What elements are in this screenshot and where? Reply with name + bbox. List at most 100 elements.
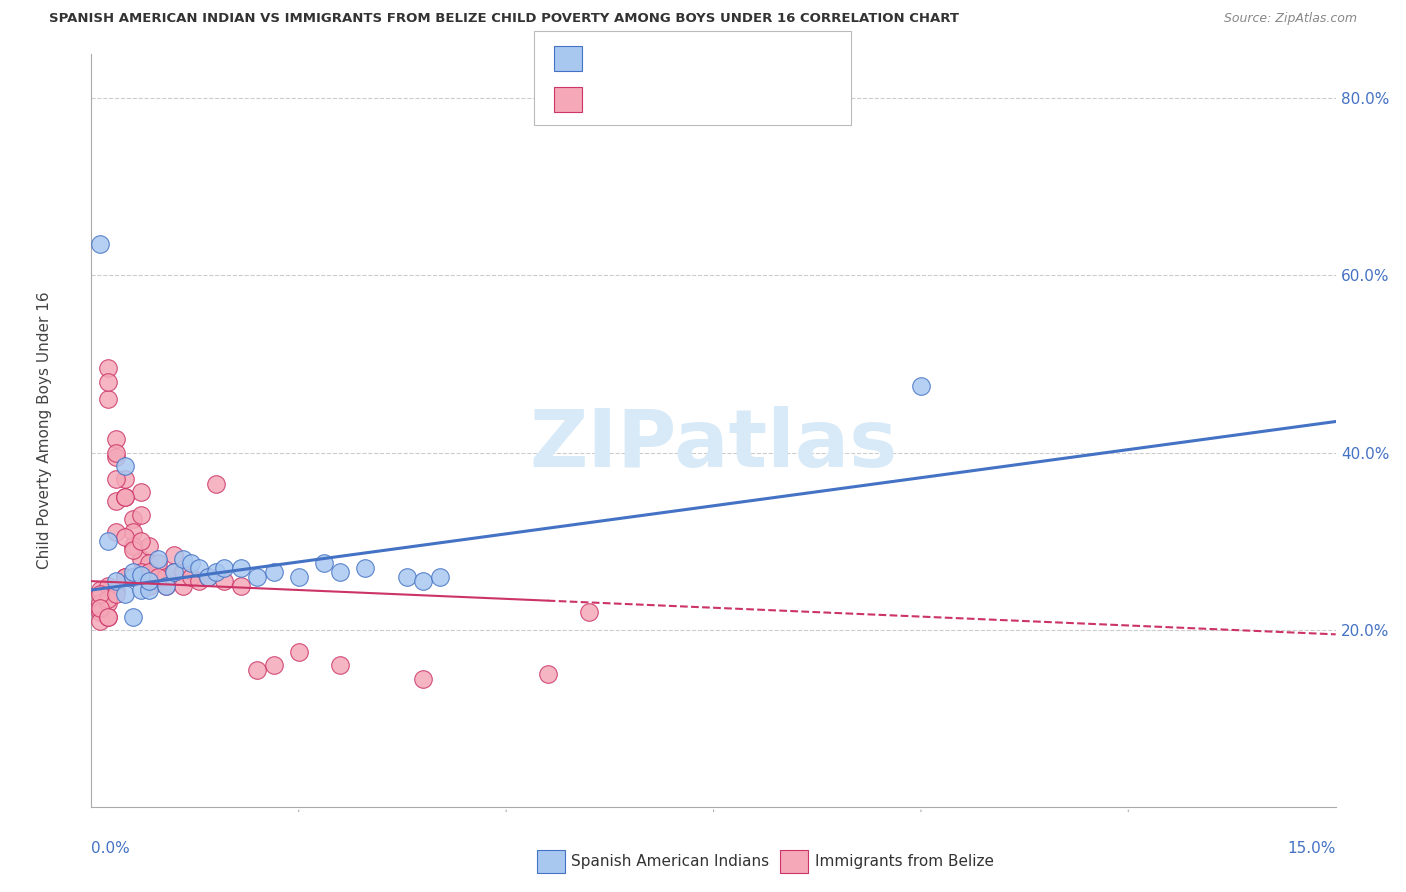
Point (121, 570, 145, 584)
Point (205, 566, 228, 580)
Point (89, 614, 111, 628)
Point (138, 582, 160, 597)
Point (395, 570, 418, 584)
Point (329, 658, 352, 673)
Point (229, 561, 252, 575)
Point (180, 570, 202, 584)
Point (155, 578, 177, 592)
Point (105, 494, 128, 508)
Point (412, 574, 434, 589)
Point (97, 534, 120, 549)
Text: -0.030: -0.030 (626, 92, 681, 106)
Point (89, 237, 111, 252)
Point (121, 566, 145, 580)
Point (114, 570, 136, 584)
Point (188, 574, 211, 589)
Point (172, 566, 194, 580)
Point (246, 570, 269, 584)
Point (97, 609, 120, 624)
Point (114, 458, 136, 473)
Text: N =: N = (686, 92, 716, 106)
Text: 0.0%: 0.0% (91, 841, 131, 856)
Point (105, 525, 128, 540)
Text: 0.290: 0.290 (626, 51, 679, 66)
Point (105, 582, 128, 597)
Point (121, 512, 145, 526)
Point (155, 570, 177, 584)
Point (146, 570, 169, 584)
Point (97, 375, 120, 389)
Point (212, 574, 235, 589)
Text: 32: 32 (724, 51, 745, 66)
Point (146, 552, 169, 566)
Point (89, 600, 111, 615)
Point (246, 663, 269, 677)
Point (114, 472, 136, 486)
Point (89, 582, 111, 597)
Point (536, 667, 558, 681)
Point (89, 605, 111, 619)
Point (180, 557, 202, 571)
Point (121, 609, 145, 624)
Point (114, 490, 136, 504)
Point (129, 582, 152, 597)
Point (138, 578, 160, 592)
Point (329, 566, 352, 580)
Point (97, 609, 120, 624)
Point (121, 570, 145, 584)
Point (121, 539, 145, 553)
Point (138, 566, 160, 580)
Text: Child Poverty Among Boys Under 16: Child Poverty Among Boys Under 16 (37, 292, 52, 569)
Point (114, 530, 136, 544)
Point (172, 552, 194, 566)
Point (263, 658, 285, 673)
Point (205, 476, 228, 491)
Point (146, 557, 169, 571)
Point (197, 570, 219, 584)
Point (105, 587, 128, 601)
Point (97, 578, 120, 592)
Point (312, 557, 335, 571)
Point (263, 566, 285, 580)
Point (114, 587, 136, 601)
Point (229, 578, 252, 592)
Text: Source: ZipAtlas.com: Source: ZipAtlas.com (1223, 12, 1357, 25)
Point (129, 568, 152, 582)
Text: N =: N = (686, 51, 716, 66)
Point (578, 605, 600, 619)
Point (114, 570, 136, 584)
Text: Spanish American Indians: Spanish American Indians (571, 855, 769, 869)
Point (354, 561, 377, 575)
Point (197, 570, 219, 584)
Point (97, 392, 120, 407)
Point (188, 561, 211, 575)
Point (146, 574, 169, 589)
Point (121, 525, 145, 540)
Point (287, 645, 309, 659)
Text: R =: R = (588, 51, 616, 66)
Point (212, 561, 235, 575)
Point (105, 472, 128, 486)
Point (114, 490, 136, 504)
Point (129, 566, 152, 580)
Text: SPANISH AMERICAN INDIAN VS IMMIGRANTS FROM BELIZE CHILD POVERTY AMONG BOYS UNDER: SPANISH AMERICAN INDIAN VS IMMIGRANTS FR… (49, 12, 959, 25)
Point (287, 570, 309, 584)
Text: ZIPatlas: ZIPatlas (530, 407, 897, 484)
Point (910, 379, 932, 393)
Text: R =: R = (588, 92, 616, 106)
Point (138, 557, 160, 571)
Point (129, 534, 152, 549)
Point (429, 570, 451, 584)
Text: Immigrants from Belize: Immigrants from Belize (815, 855, 994, 869)
Point (121, 543, 145, 558)
Point (129, 508, 152, 522)
Text: 64: 64 (724, 92, 745, 106)
Point (138, 539, 160, 553)
Point (97, 361, 120, 376)
Point (89, 587, 111, 601)
Point (138, 574, 160, 589)
Point (163, 548, 186, 562)
Point (105, 445, 128, 459)
Point (105, 432, 128, 446)
Point (97, 596, 120, 610)
